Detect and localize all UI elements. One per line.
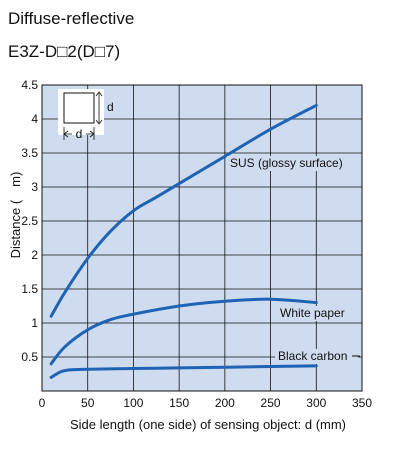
series-group: SUS (glossy surface) White paper Black car…: [49, 103, 361, 379]
tick-labels: 0 50 100 150 200 250 300 350 0.5 1 1.5 2 2.5 3 3.5 4 4.5: [21, 78, 372, 410]
series-label-bg-2: [277, 306, 354, 321]
inset-diagram: dd: [58, 89, 114, 141]
x-tick-label: 100: [123, 396, 143, 410]
dimension-arrows-vertical: [95, 91, 103, 125]
y-tick-label: 4: [31, 112, 38, 126]
series-label-3: Black carbon: [278, 349, 347, 363]
series-label-bg-3: [275, 349, 358, 364]
chart-title: Diffuse-reflective: [8, 9, 135, 28]
x-tick-label: 300: [306, 396, 326, 410]
series-label-1: SUS (glossy surface): [230, 156, 343, 170]
x-axis-title: Side length (one side) of sensing object…: [70, 417, 346, 432]
y-axis-title: Distance ( m): [8, 172, 23, 259]
x-tick-label: 350: [352, 396, 372, 410]
y-tick-label: 2: [31, 248, 38, 262]
plot-area: [41, 84, 363, 392]
axis-titles: Side length (one side) of sensing object…: [8, 172, 346, 432]
y-tick-label: 4.5: [21, 78, 38, 92]
x-tick-label: 250: [261, 396, 281, 410]
series-line-1: [49, 103, 318, 318]
series-line-3: [49, 364, 318, 379]
y-tick-label: 1.5: [21, 282, 38, 296]
x-tick-label: 50: [81, 396, 95, 410]
series-label-2: White paper: [280, 306, 345, 320]
x-tick-label: 150: [169, 396, 189, 410]
y-tick-label: 2.5: [21, 214, 38, 228]
dimension-arrows-horizontal: [63, 130, 95, 138]
object-square-icon: [63, 92, 95, 124]
x-tick-label: 0: [39, 396, 46, 410]
y-tick-label: 0.5: [21, 350, 38, 364]
dimension-label-vertical: d: [107, 100, 114, 114]
series-label-bg-1: [227, 156, 361, 171]
dimension-label-horizontal: d: [76, 127, 83, 141]
y-tick-label: 3.5: [21, 146, 38, 160]
y-tick-label: 1: [31, 316, 38, 330]
series-line-2: [49, 297, 318, 366]
y-tick-label: 3: [31, 180, 38, 194]
chart-subtitle: E3Z-D□2(D□7): [8, 42, 121, 61]
x-tick-label: 200: [215, 396, 235, 410]
